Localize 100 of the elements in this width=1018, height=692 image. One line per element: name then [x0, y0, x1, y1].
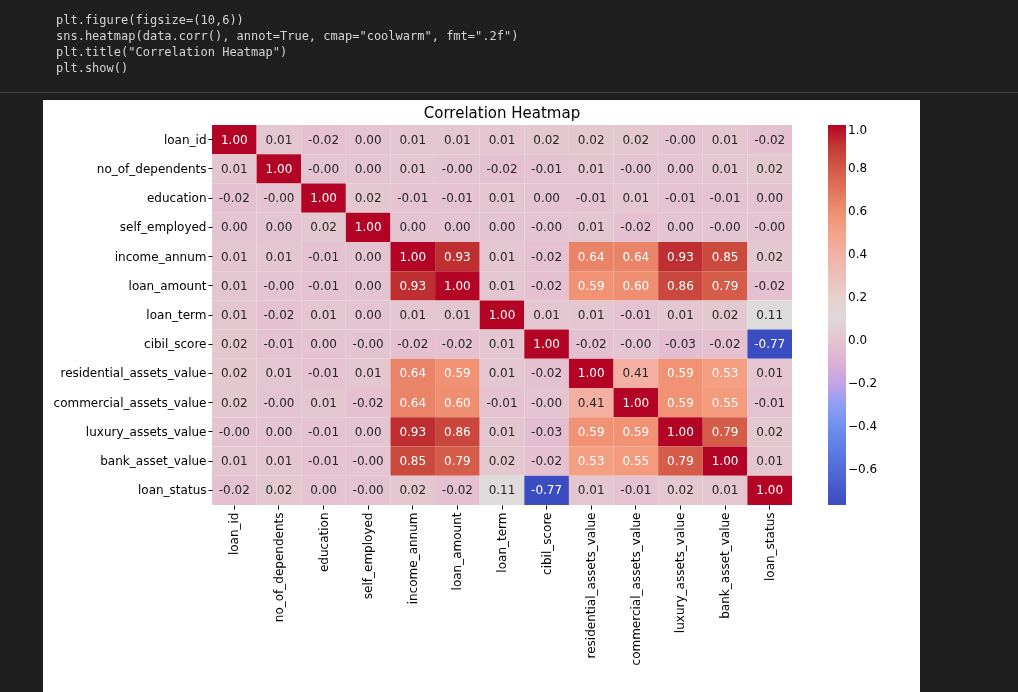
x-tick-label: cibil_score [539, 512, 554, 575]
data-label: 0.02 [399, 483, 427, 498]
data-label: 0.00 [354, 132, 382, 147]
data-label: 0.02 [265, 483, 293, 498]
y-tick-label: commercial_assets_value [53, 395, 207, 410]
data-label: -0.00 [308, 161, 340, 176]
data-label: 1.00 [577, 366, 605, 381]
data-label: 0.01 [354, 366, 382, 381]
data-label: 0.02 [622, 132, 650, 147]
data-label: -0.00 [352, 483, 384, 498]
x-tick-label: income_annum [405, 512, 420, 605]
data-label: 0.93 [399, 424, 427, 439]
data-label: 0.01 [667, 308, 694, 322]
data-label: -0.00 [441, 161, 473, 176]
data-label: 0.02 [220, 366, 248, 381]
data-label: -0.77 [754, 337, 786, 352]
data-label: 0.00 [265, 424, 293, 439]
y-tick-label: residential_assets_value [60, 366, 207, 381]
data-label: -0.00 [218, 424, 250, 439]
data-label: 0.00 [399, 220, 427, 235]
data-label: 1.00 [756, 483, 784, 498]
data-label: 0.41 [577, 395, 605, 410]
data-label: -0.00 [664, 132, 696, 147]
data-label: 0.85 [399, 454, 427, 469]
x-tick-label: bank_asset_value [718, 512, 733, 619]
data-label: 0.01 [488, 424, 516, 439]
data-label: 0.79 [444, 454, 471, 469]
data-label: 1.00 [622, 395, 650, 410]
data-label: -0.02 [531, 278, 563, 293]
data-label: 0.55 [711, 395, 739, 410]
data-label: -0.03 [531, 424, 563, 439]
data-label: -0.02 [709, 337, 741, 352]
data-label: 0.64 [399, 395, 427, 410]
data-label: 0.11 [756, 308, 784, 322]
color-bar-label: −0.2 [848, 375, 878, 390]
data-label: 0.01 [399, 132, 427, 147]
data-label: 0.59 [577, 278, 605, 293]
data-label: 0.59 [577, 424, 605, 439]
data-label: 0.01 [577, 483, 605, 498]
data-label: -0.02 [531, 249, 563, 264]
data-label: -0.03 [664, 337, 696, 352]
color-bar-label: 0.0 [848, 332, 868, 347]
data-label: -0.02 [218, 191, 250, 206]
y-tick-label: loan_amount [128, 278, 207, 293]
data-label: 0.00 [310, 337, 337, 352]
data-label: 0.02 [220, 395, 248, 410]
y-tick-label: income_annum [114, 249, 207, 264]
data-label: -0.02 [308, 132, 340, 147]
data-label: 0.11 [488, 483, 516, 498]
data-label: -0.01 [754, 395, 786, 410]
data-label: 0.01 [711, 132, 739, 147]
data-label: -0.02 [754, 278, 786, 293]
data-label: -0.00 [620, 337, 652, 352]
data-label: -0.02 [531, 366, 563, 381]
data-label: -0.01 [531, 161, 563, 176]
data-label: 0.01 [265, 249, 293, 264]
data-label: 0.02 [667, 483, 694, 498]
data-label: -0.02 [263, 308, 295, 322]
data-label: -0.01 [620, 308, 652, 322]
data-label: -0.01 [263, 337, 295, 352]
data-label: 0.01 [220, 249, 248, 264]
data-label: 0.01 [756, 366, 784, 381]
data-label: 0.02 [756, 161, 784, 176]
x-tick-label: loan_term [495, 512, 509, 573]
data-label: -0.02 [486, 161, 518, 176]
data-label: 1.00 [265, 161, 293, 176]
text: plt.title("Correlation Heatmap") [56, 44, 289, 60]
data-label: 0.01 [399, 161, 427, 176]
data-label: -0.02 [441, 337, 473, 352]
data-label: 1.00 [488, 308, 516, 322]
data-label: 0.01 [711, 161, 739, 176]
text: plt.show() [56, 60, 130, 76]
color-bar-label: 0.6 [848, 203, 868, 218]
data-label: 1.00 [444, 278, 471, 293]
chart-title: Correlation Heatmap [423, 104, 581, 122]
data-label: 1.00 [533, 337, 560, 352]
text: plt.figure(figsize=(10,6)) [56, 12, 245, 28]
data-label: 0.64 [622, 249, 650, 264]
color-bar-label: −0.6 [848, 461, 878, 476]
data-label: 1.00 [667, 424, 694, 439]
y-tick-label: luxury_assets_value [85, 424, 207, 439]
data-label: 0.01 [265, 132, 293, 147]
data-label: 0.02 [220, 337, 248, 352]
data-label: -0.02 [620, 220, 652, 235]
data-label: 1.00 [711, 454, 739, 469]
color-bar-label: 0.8 [848, 160, 868, 175]
x-tick-label: no_of_dependents [271, 512, 286, 623]
x-tick-label: loan_amount [450, 512, 465, 591]
data-label: -0.01 [575, 191, 607, 206]
data-label: 0.02 [310, 220, 337, 235]
data-label: 0.02 [756, 249, 784, 264]
data-label: -0.01 [709, 191, 741, 206]
data-label: -0.00 [263, 191, 295, 206]
data-label: 0.64 [577, 249, 605, 264]
data-label: -0.01 [620, 483, 652, 498]
y-tick-label: loan_term [146, 308, 207, 322]
data-label: 0.01 [444, 132, 471, 147]
data-label: 0.55 [622, 454, 650, 469]
data-label: 0.01 [444, 308, 471, 322]
data-label: 0.00 [265, 220, 293, 235]
